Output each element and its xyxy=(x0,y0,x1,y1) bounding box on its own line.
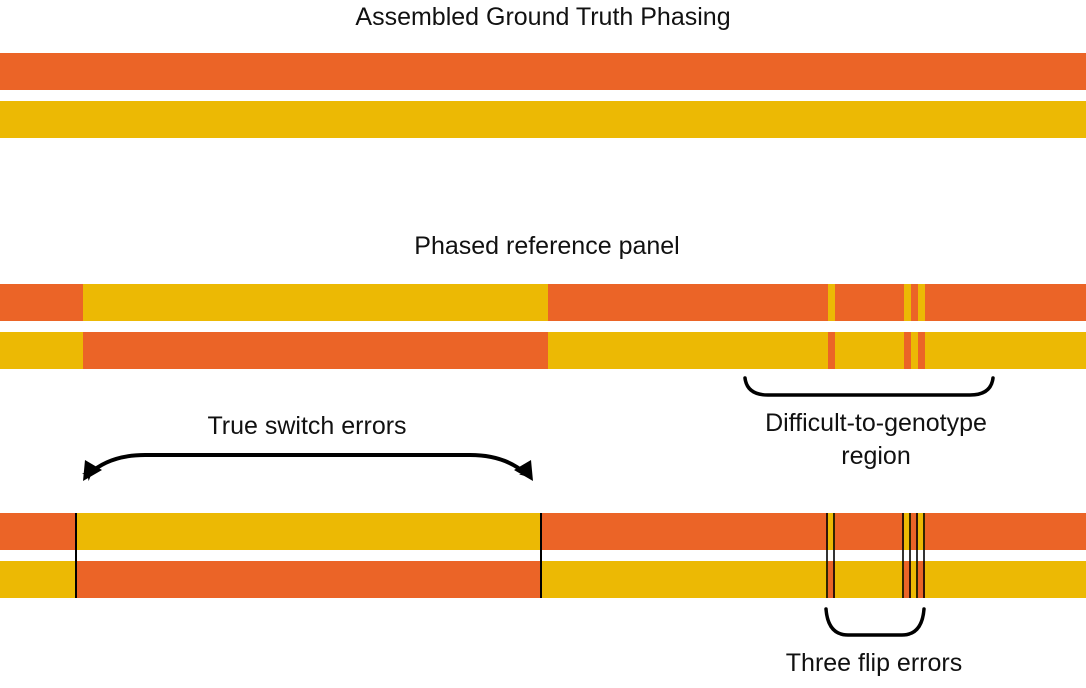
comparison-haplotype-2-segment xyxy=(0,561,76,598)
comparison-haplotype-1-segment xyxy=(828,513,835,550)
reference-haplotype-2-segment xyxy=(835,332,904,369)
reference-haplotype-1-segment xyxy=(925,284,1086,321)
comparison-haplotype-2-segment xyxy=(925,561,1086,598)
ground-truth-haplotype-1-segment xyxy=(0,53,1086,90)
arrowhead-right-icon xyxy=(514,460,533,481)
reference-panel-title: Phased reference panel xyxy=(414,232,680,260)
flip-errors-label: Three flip errors xyxy=(785,649,963,677)
reference-haplotype-1-segment xyxy=(904,284,911,321)
flip-errors-bracket xyxy=(824,607,926,637)
comparison-haplotype-1-segment xyxy=(835,513,904,550)
reference-haplotype-2-segment xyxy=(83,332,548,369)
comparison-haplotype-2-segment xyxy=(904,561,911,598)
reference-haplotype-2-segment xyxy=(904,332,911,369)
reference-haplotype-1-segment xyxy=(911,284,918,321)
arrowhead-left-icon xyxy=(83,460,102,481)
reference-haplotype-1-segment xyxy=(918,284,925,321)
ground-truth-haplotype-2-segment xyxy=(0,101,1086,138)
switch-errors-label: True switch errors xyxy=(207,412,407,440)
comparison-haplotype-2-segment xyxy=(911,561,918,598)
ground-truth-title: Assembled Ground Truth Phasing xyxy=(355,3,731,31)
reference-haplotype-1-segment xyxy=(83,284,548,321)
reference-haplotype-2-segment xyxy=(0,332,83,369)
comparison-haplotype-2-segment xyxy=(541,561,828,598)
comparison-haplotype-1-segment xyxy=(541,513,828,550)
comparison-haplotype-1-segment xyxy=(76,513,541,550)
reference-haplotype-2-segment xyxy=(828,332,835,369)
reference-haplotype-2-segment xyxy=(548,332,828,369)
comparison-haplotype-2-segment xyxy=(918,561,925,598)
reference-haplotype-2-segment xyxy=(911,332,918,369)
comparison-haplotype-2-segment xyxy=(76,561,541,598)
reference-haplotype-1-segment xyxy=(0,284,83,321)
reference-haplotype-1-segment xyxy=(835,284,904,321)
switch-errors-arrow xyxy=(81,453,530,482)
difficult-region-bracket xyxy=(743,376,995,397)
comparison-haplotype-1-segment xyxy=(0,513,76,550)
comparison-haplotype-1-segment xyxy=(904,513,911,550)
reference-haplotype-2-segment xyxy=(925,332,1086,369)
reference-haplotype-2-segment xyxy=(918,332,925,369)
comparison-haplotype-1-segment xyxy=(918,513,925,550)
reference-haplotype-1-segment xyxy=(548,284,828,321)
difficult-region-label: Difficult-to-genotype region xyxy=(765,409,987,470)
comparison-haplotype-1-segment xyxy=(911,513,918,550)
comparison-haplotype-2-segment xyxy=(835,561,904,598)
comparison-haplotype-2-segment xyxy=(828,561,835,598)
reference-haplotype-1-segment xyxy=(828,284,835,321)
comparison-haplotype-1-segment xyxy=(925,513,1086,550)
